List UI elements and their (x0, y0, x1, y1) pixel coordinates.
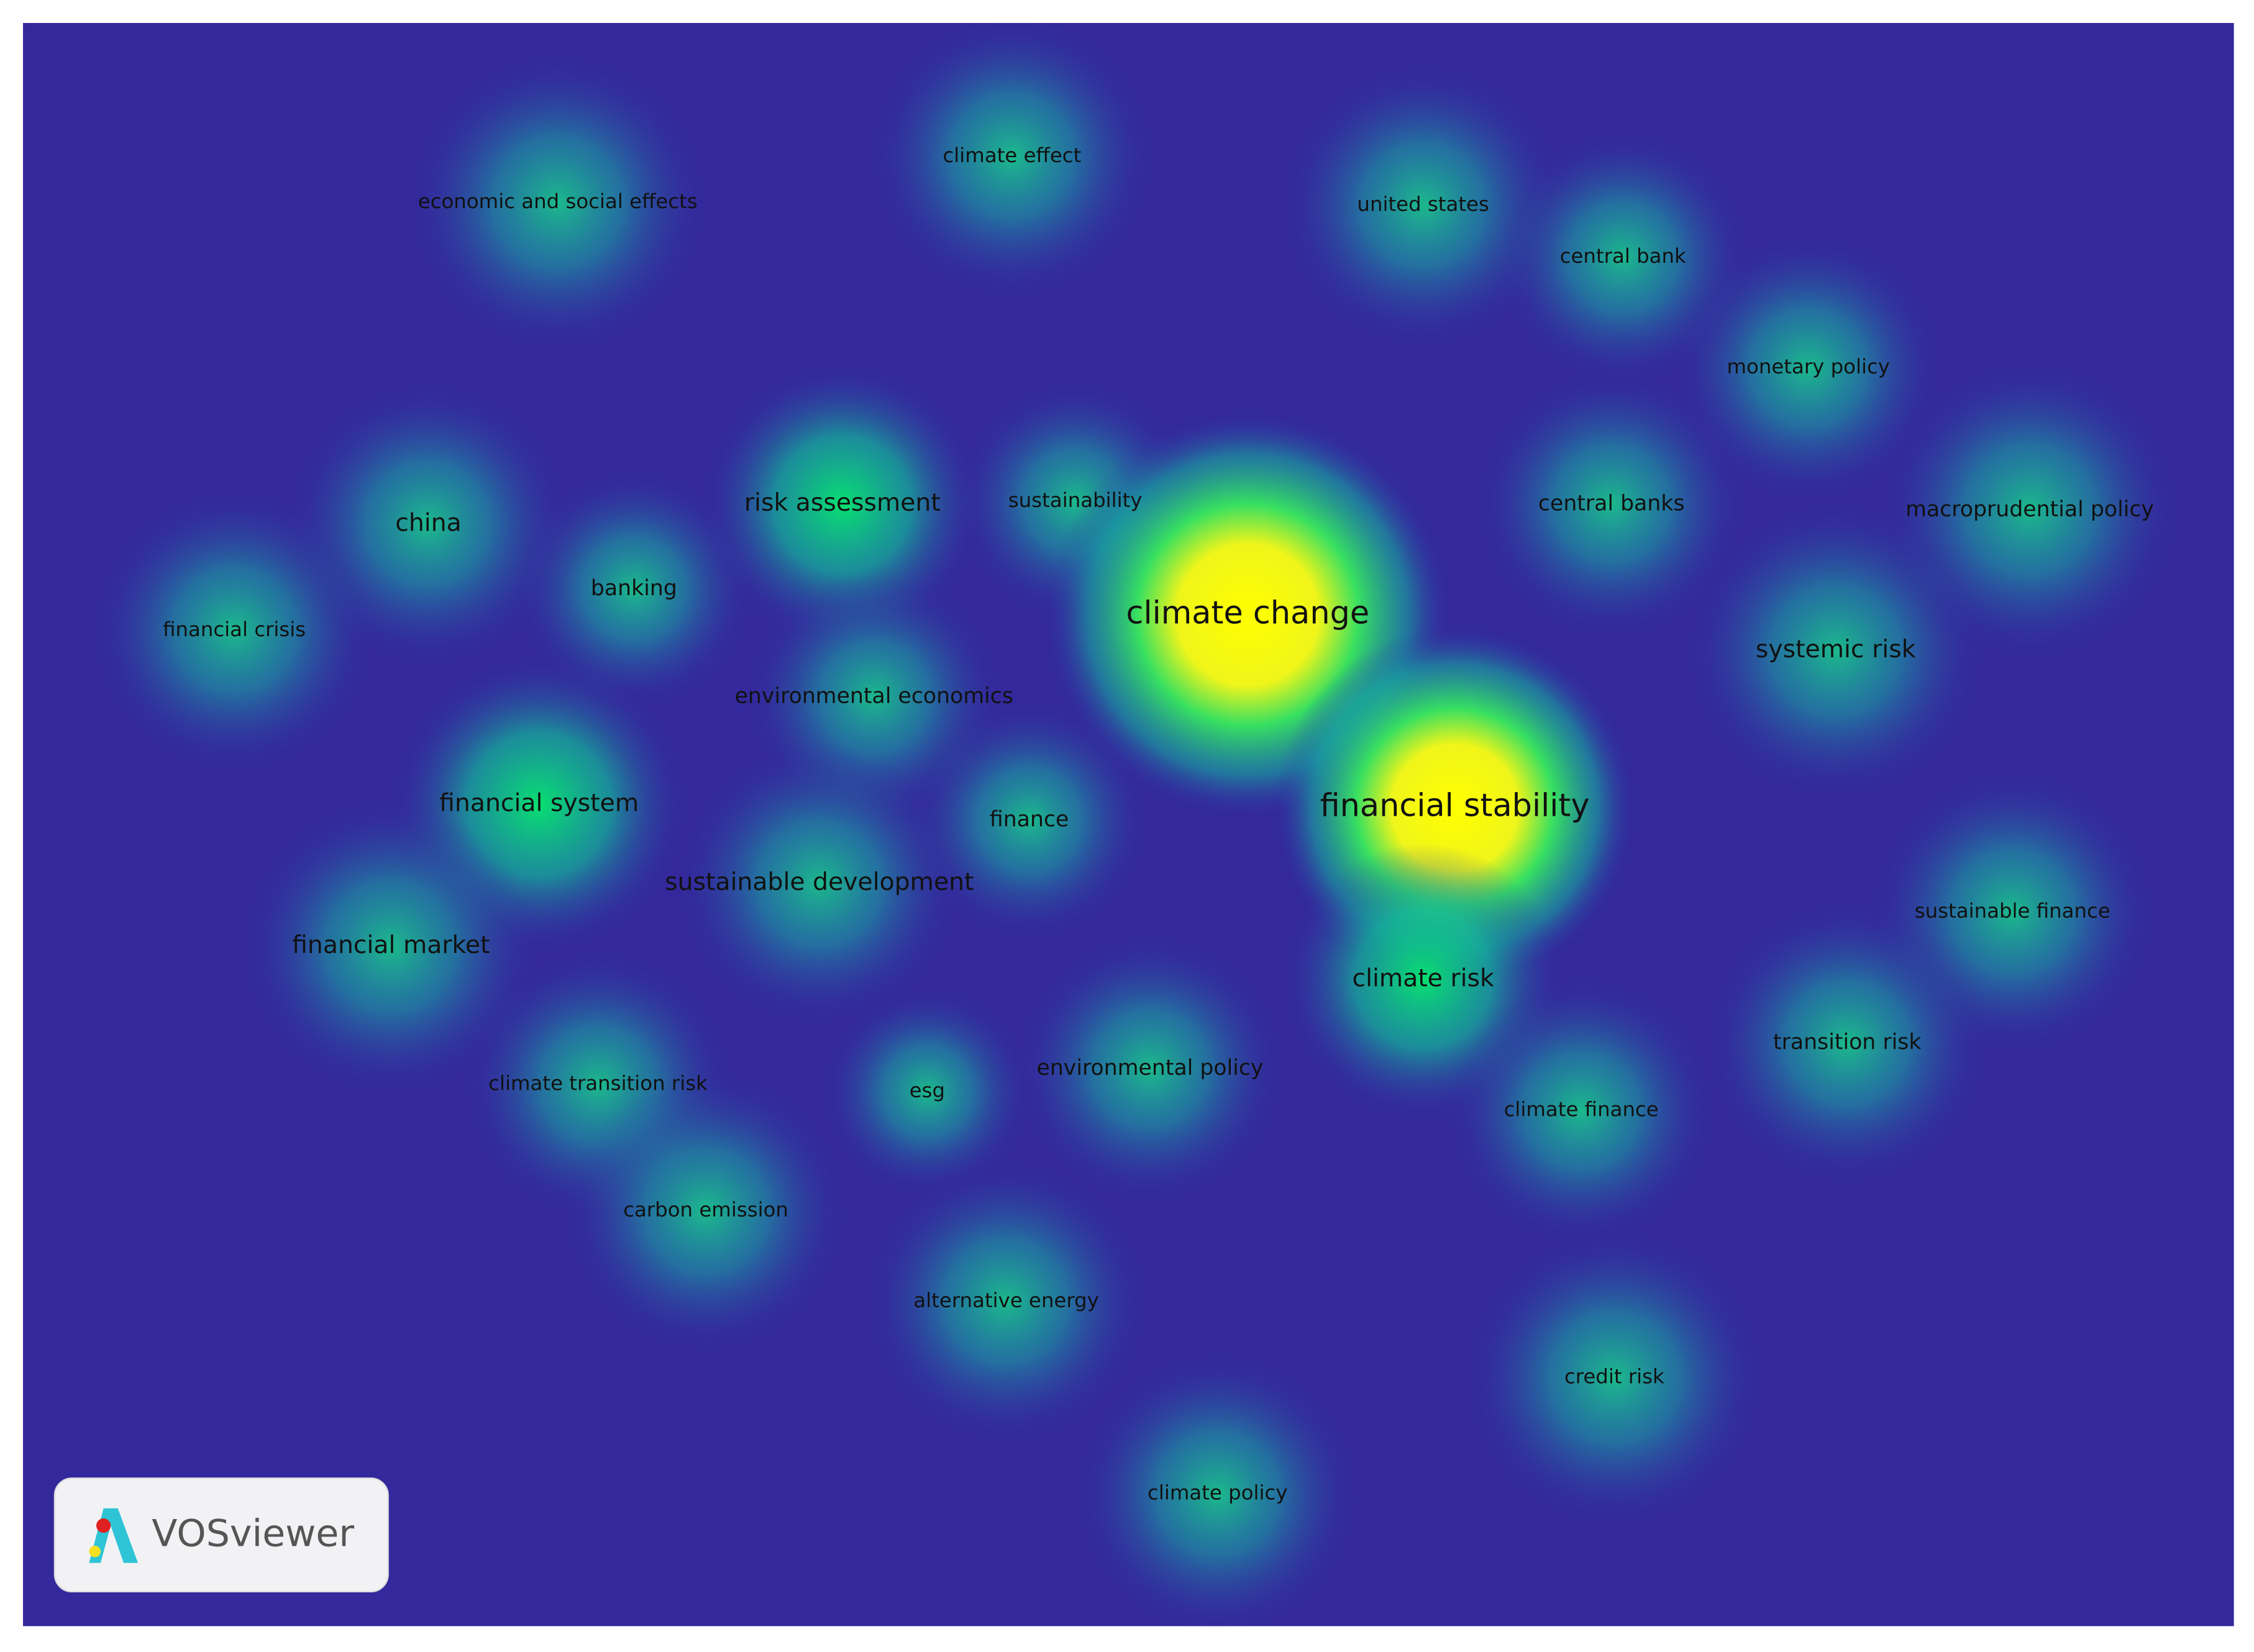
density-blob (569, 1074, 842, 1348)
density-blob (414, 58, 702, 347)
density-blob (98, 494, 371, 767)
density-blob (1679, 238, 1938, 498)
density-blob (706, 367, 979, 641)
keyword-label: climate policy (1148, 1481, 1287, 1505)
keyword-label: financial stability (1320, 787, 1590, 823)
keyword-label: risk assessment (744, 489, 941, 517)
density-blob (1470, 1234, 1758, 1522)
density-blob (1692, 507, 1980, 795)
keyword-label: environmental economics (735, 683, 1013, 708)
keyword-label: central bank (1560, 244, 1686, 268)
keyword-label: climate effect (943, 144, 1082, 167)
density-blob (1710, 906, 1984, 1180)
density-blob (1500, 135, 1745, 380)
keyword-label: credit risk (1564, 1364, 1664, 1388)
keyword-label: china (395, 509, 462, 537)
keyword-label: united states (1357, 193, 1489, 216)
keyword-label: alternative energy (913, 1289, 1099, 1312)
keyword-label: financial system (439, 789, 639, 817)
keyword-label: sustainable finance (1915, 899, 2110, 923)
keyword-label: economic and social effects (418, 189, 698, 213)
keyword-label: banking (591, 576, 677, 601)
keyword-label: environmental policy (1036, 1056, 1263, 1080)
keyword-label: climate transition risk (488, 1072, 708, 1095)
keyword-label: sustainability (1008, 488, 1143, 512)
density-layer (98, 20, 2174, 1631)
keyword-label: systemic risk (1756, 636, 1916, 664)
keyword-label: financial crisis (163, 618, 306, 641)
density-blob (1020, 939, 1280, 1198)
keyword-label: central banks (1538, 491, 1685, 516)
label-layer: economic and social effects climate effec… (163, 144, 2154, 1505)
keyword-label: finance (990, 807, 1069, 832)
logo: VOSviewer (53, 1477, 389, 1593)
logo-icon-dot (89, 1545, 101, 1558)
density-blob (247, 803, 535, 1090)
density-blob (683, 747, 956, 1020)
logo-icon-dot (96, 1518, 111, 1533)
logo-text: VOSviewer (152, 1512, 354, 1555)
keyword-label: transition risk (1773, 1030, 1921, 1055)
density-blob (1451, 981, 1711, 1240)
keyword-label: macroprudential policy (1905, 497, 2154, 522)
density-blob (914, 705, 1144, 936)
logo-box (53, 1477, 389, 1593)
keyword-label: monetary policy (1727, 355, 1889, 378)
density-blob (875, 20, 1149, 293)
density-blob (1482, 375, 1741, 634)
density-blob (1286, 68, 1560, 342)
density-blob (1080, 1358, 1354, 1631)
density-blob (869, 1165, 1143, 1438)
density-blob (519, 474, 749, 704)
density-blob (826, 991, 1028, 1193)
keyword-label: climate finance (1504, 1097, 1659, 1121)
keyword-label: sustainable development (665, 868, 974, 896)
keyword-label: climate change (1126, 595, 1369, 631)
keyword-label: financial market (292, 931, 490, 959)
keyword-label: esg (910, 1079, 945, 1102)
keyword-label: climate risk (1352, 964, 1494, 992)
keyword-label: carbon emission (623, 1198, 788, 1221)
